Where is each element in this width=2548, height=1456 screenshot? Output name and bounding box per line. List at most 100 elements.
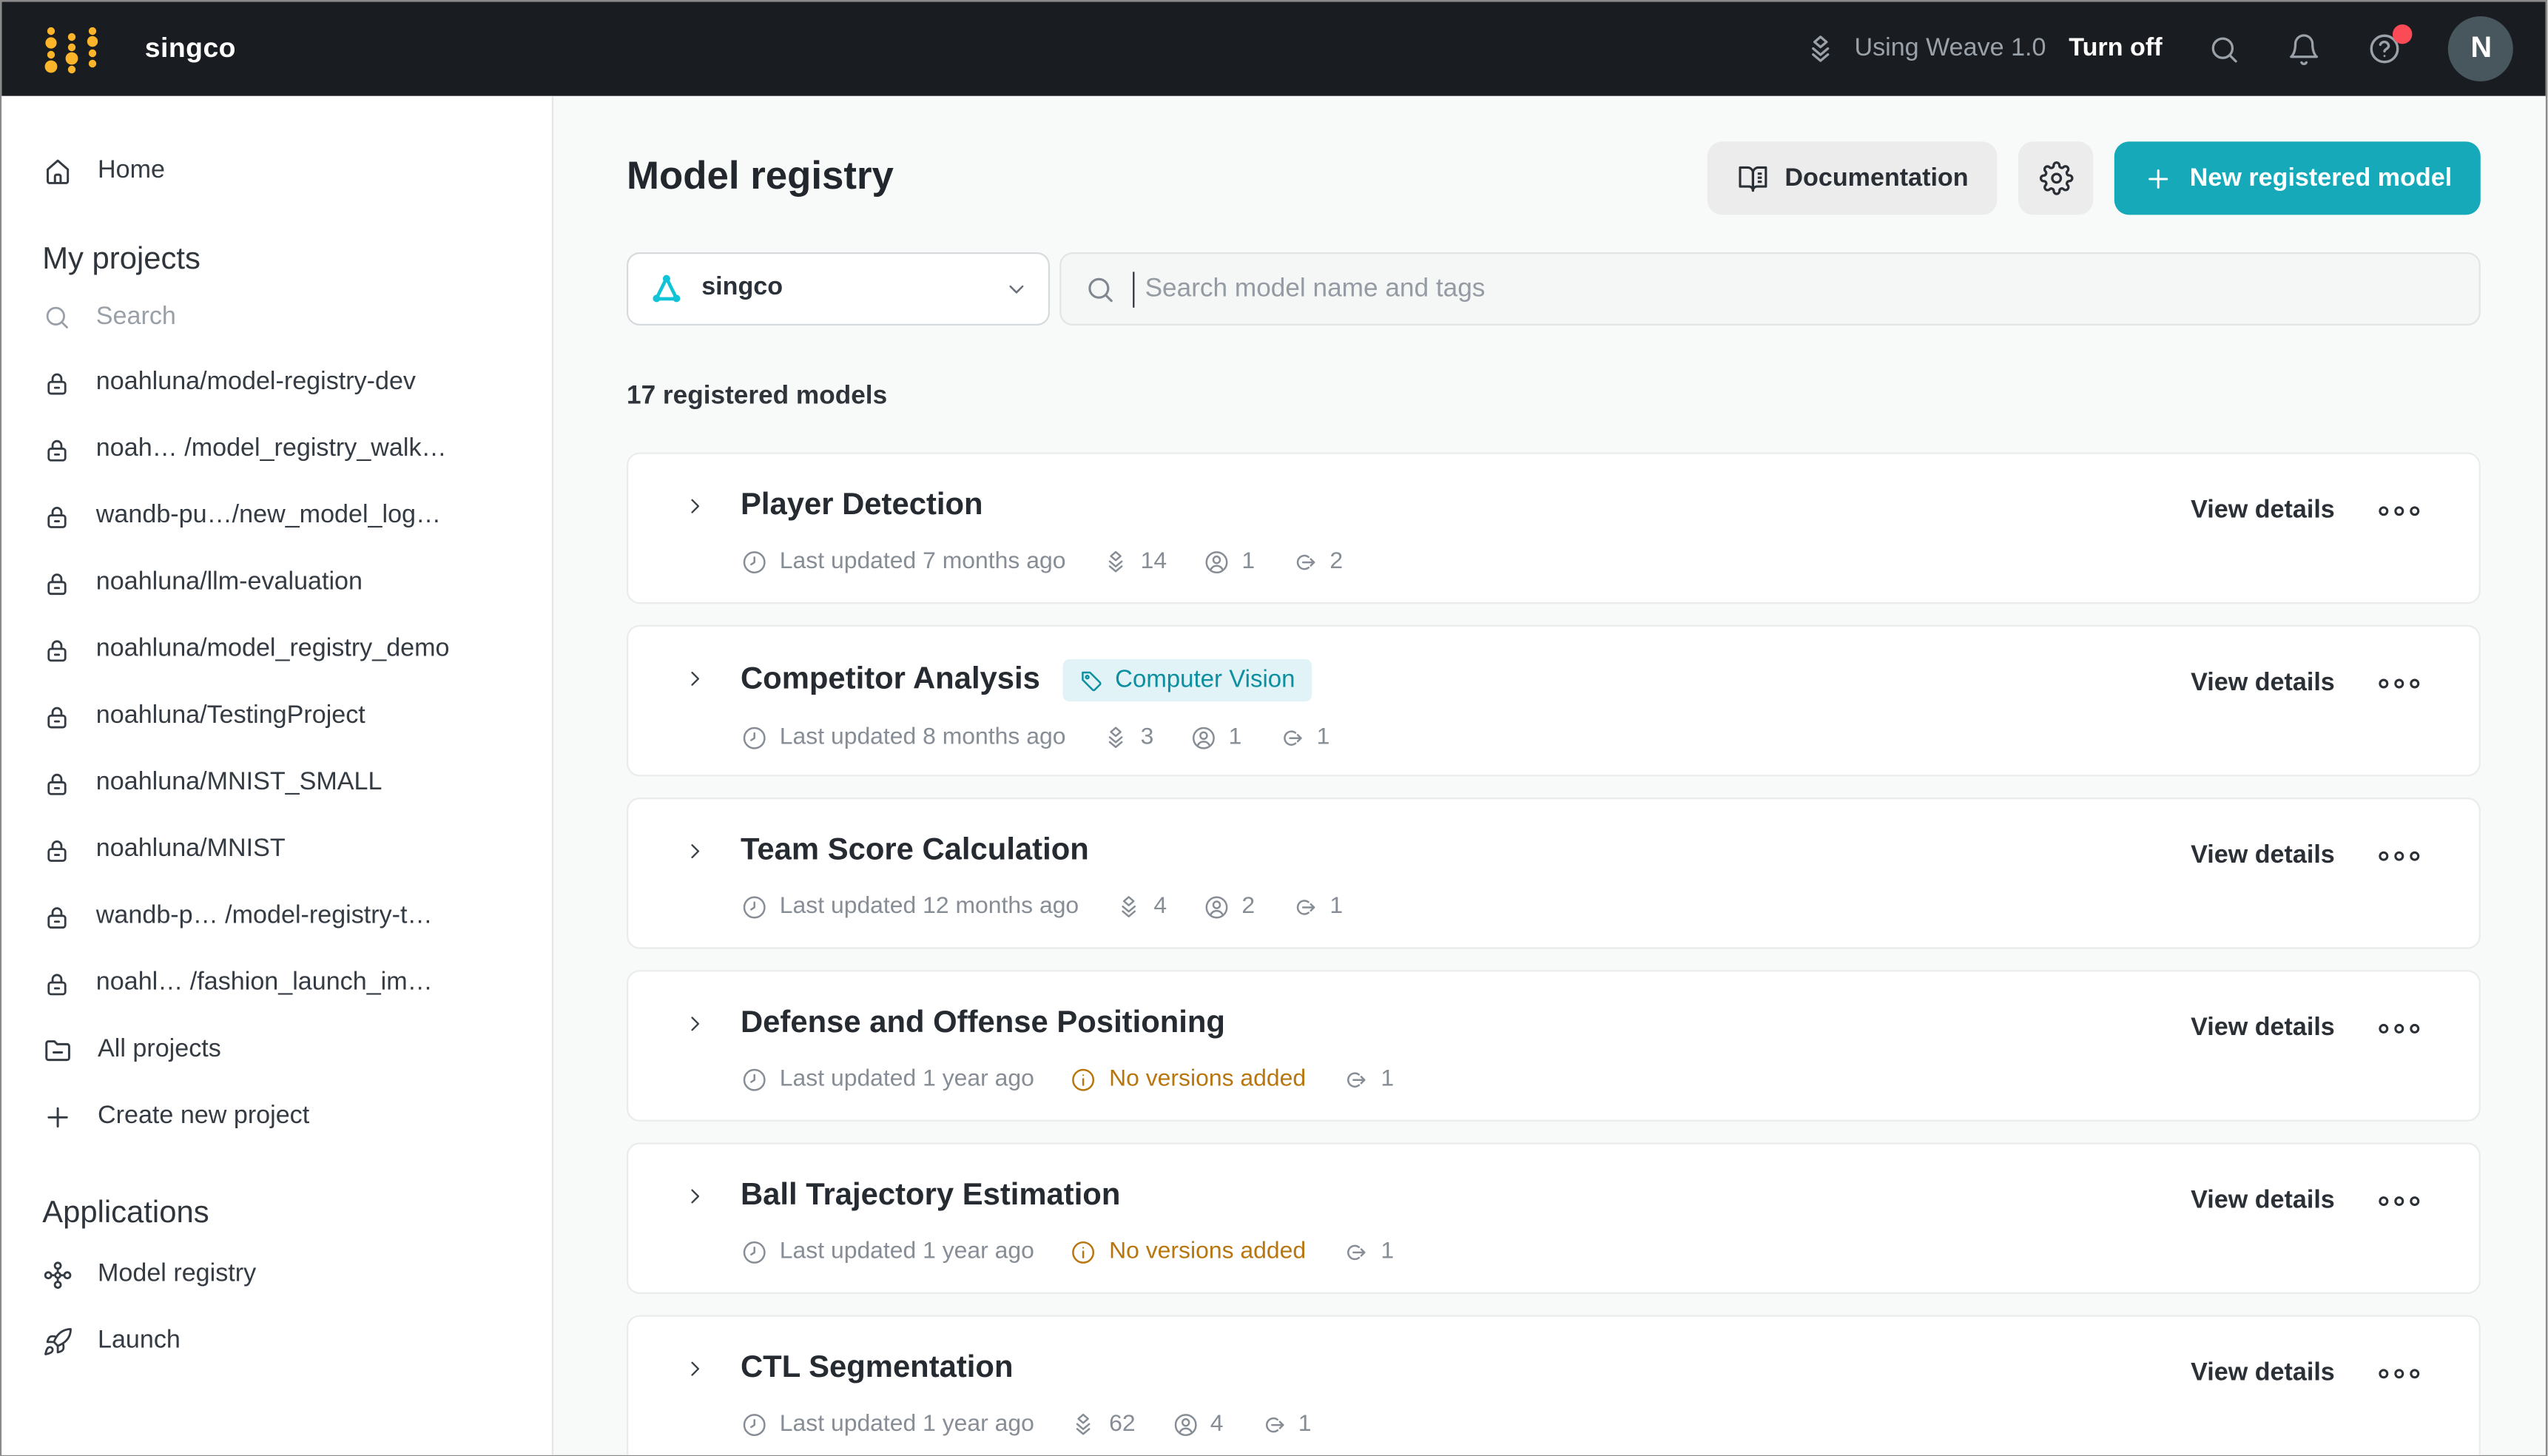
project-name: noah… /model_registry_walk… [95,434,447,463]
lock-icon [42,969,72,999]
model-name[interactable]: Ball Trajectory Estimation [741,1179,1121,1213]
weave-turn-off-button[interactable]: Turn off [2069,33,2163,61]
lock-icon [42,636,72,665]
sidebar-item-label: All projects [98,1035,221,1064]
model-name[interactable]: Competitor Analysis [741,662,1040,698]
model-tag-chip[interactable]: Computer Vision [1062,659,1312,702]
model-list: Player Detection [627,453,2481,1455]
expand-chevron-icon[interactable] [684,840,707,863]
sidebar-project-item[interactable]: noah… /model_registry_walk… [42,417,522,483]
sidebar-project-item[interactable]: noahluna/MNIST [42,817,522,883]
sidebar-item-home[interactable]: Home [42,138,522,203]
sidebar-project-item[interactable]: noahluna/MNIST_SMALL [42,750,522,817]
project-name: noahluna/MNIST_SMALL [95,768,382,797]
project-name: noahl… /fashion_launch_im… [95,968,433,997]
link-count: 1 [1342,1239,1394,1267]
last-updated: Last updated 12 months ago [741,894,1079,922]
weave-status-text: Using Weave 1.0 [1854,33,2046,61]
project-name: noahluna/model_registry_demo [95,635,450,663]
last-updated-text: Last updated 1 year ago [779,1238,1034,1265]
overflow-menu-icon[interactable] [2379,505,2421,518]
org-select-dropdown[interactable]: singco [627,252,1050,326]
overflow-menu-icon[interactable] [2379,850,2421,863]
expand-chevron-icon[interactable] [684,1185,707,1208]
link-count: 1 [1259,1412,1312,1440]
clock-icon [741,1239,768,1267]
weave-layers-icon [1804,32,1838,66]
model-search-input[interactable] [1142,272,2457,306]
version-count-value: 3 [1140,724,1154,751]
sidebar-item-all-projects[interactable]: All projects [42,1017,522,1084]
overflow-menu-icon[interactable] [2379,678,2421,691]
sidebar-search-input[interactable] [92,301,523,334]
overflow-menu-icon[interactable] [2379,1367,2421,1381]
sidebar-project-item[interactable]: noahluna/TestingProject [42,684,522,750]
last-updated-text: Last updated 1 year ago [779,1411,1034,1438]
notifications-bell-icon[interactable] [2288,32,2322,66]
expand-chevron-icon[interactable] [684,1358,707,1381]
user-count-value: 2 [1241,894,1256,920]
link-arrow-icon [1342,1239,1369,1267]
version-count: 14 [1102,549,1167,577]
user-count-value: 4 [1210,1411,1224,1438]
search-icon[interactable] [2208,32,2242,66]
wandb-logo-icon[interactable] [41,23,106,75]
version-count-value: 14 [1140,548,1167,576]
view-details-button[interactable]: View details [2191,841,2335,870]
version-count: 3 [1102,724,1154,752]
model-name[interactable]: Player Detection [741,488,983,523]
view-details-button[interactable]: View details [2191,669,2335,698]
user-icon [1203,549,1230,576]
model-search-box[interactable] [1059,252,2481,326]
link-arrow-icon [1278,725,1305,752]
expand-chevron-icon[interactable] [684,1013,707,1036]
expand-chevron-icon[interactable] [684,495,707,518]
tag-icon [1079,669,1104,693]
sidebar-project-item[interactable]: wandb-pu…/new_model_log… [42,483,522,550]
last-updated-text: Last updated 1 year ago [779,1066,1034,1093]
lock-icon [42,502,72,532]
new-registered-model-button[interactable]: New registered model [2114,141,2481,215]
sidebar-project-item[interactable]: noahluna/model-registry-dev [42,350,522,417]
link-count-value: 1 [1298,1411,1312,1438]
last-updated: Last updated 1 year ago [741,1239,1034,1267]
project-name: wandb-p… /model-registry-t… [95,902,433,930]
model-card: Defense and Offense Positioning [627,970,2481,1122]
sidebar-project-item[interactable]: noahluna/llm-evaluation [42,550,522,617]
book-icon [1736,162,1768,195]
view-details-button[interactable]: View details [2191,1014,2335,1042]
model-name[interactable]: Team Score Calculation [741,833,1089,869]
sidebar-project-item[interactable]: noahluna/model_registry_demo [42,617,522,684]
info-icon [1070,1239,1097,1267]
help-button[interactable] [2367,24,2413,67]
gear-icon [2039,161,2074,195]
model-tag-label: Computer Vision [1115,666,1295,694]
model-name[interactable]: CTL Segmentation [741,1351,1014,1386]
no-versions-warning-text: No versions added [1109,1066,1307,1093]
clock-icon [741,894,768,922]
link-count-value: 1 [1316,724,1330,751]
view-details-button[interactable]: View details [2191,1187,2335,1215]
overflow-menu-icon[interactable] [2379,1195,2421,1208]
sidebar-project-item[interactable]: noahl… /fashion_launch_im… [42,951,522,1017]
model-registry-icon [42,1260,73,1291]
sidebar-item-label: Create new project [98,1102,310,1130]
project-name: noahluna/llm-evaluation [95,568,363,596]
registry-settings-button[interactable] [2018,141,2094,215]
notification-dot [2393,24,2413,44]
documentation-button[interactable]: Documentation [1706,141,1998,215]
sidebar-project-item[interactable]: wandb-p… /model-registry-t… [42,884,522,951]
sidebar-search[interactable] [42,285,523,350]
sidebar-item-model-registry[interactable]: Model registry [42,1242,522,1309]
no-versions-warning: No versions added [1070,1066,1306,1094]
avatar[interactable]: N [2448,16,2514,81]
lock-icon [42,769,72,799]
sidebar-item-launch[interactable]: Launch [42,1309,522,1375]
view-details-button[interactable]: View details [2191,496,2335,525]
model-name[interactable]: Defense and Offense Positioning [741,1006,1225,1041]
expand-chevron-icon[interactable] [684,667,707,690]
overflow-menu-icon[interactable] [2379,1022,2421,1036]
search-icon [42,303,72,332]
sidebar-item-create-project[interactable]: Create new project [42,1084,522,1150]
view-details-button[interactable]: View details [2191,1359,2335,1387]
